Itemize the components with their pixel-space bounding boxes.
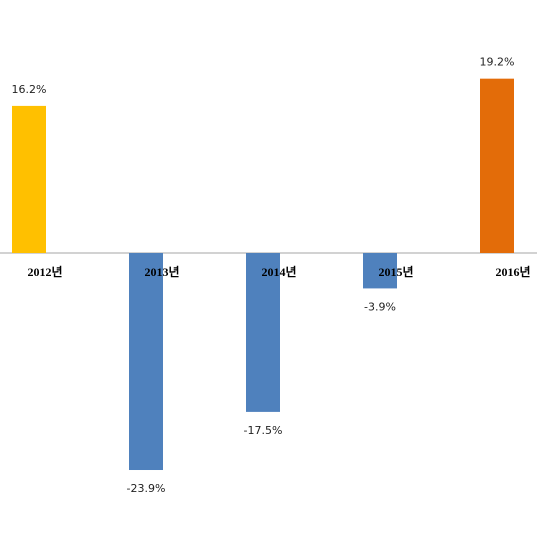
bar (363, 253, 397, 289)
value-label: -3.9% (364, 300, 396, 313)
x-tick-label: 2012년 (27, 265, 62, 279)
bar (246, 253, 280, 412)
bar (12, 105, 46, 254)
x-tick-label: 2016년 (495, 265, 530, 279)
x-tick-label: 2013년 (144, 265, 179, 279)
bar (480, 78, 514, 253)
value-label: 19.2% (480, 56, 515, 69)
x-tick-label: 2014년 (261, 265, 296, 279)
value-label: -17.5% (244, 424, 283, 437)
value-label: 16.2% (12, 83, 47, 96)
value-label: -23.9% (127, 482, 166, 495)
bar (129, 253, 163, 471)
x-tick-label: 2015년 (378, 265, 413, 279)
